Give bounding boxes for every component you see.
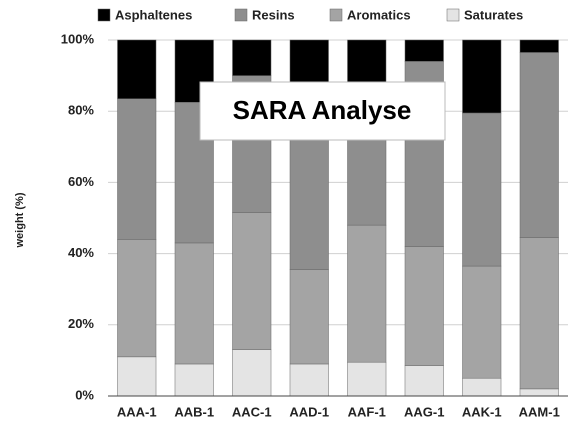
- legend-label: Aromatics: [347, 7, 411, 22]
- legend-label: Resins: [252, 7, 295, 22]
- bar-segment: [289, 269, 329, 365]
- y-tick-label: 60%: [68, 174, 94, 189]
- y-tick-label: 20%: [68, 316, 94, 331]
- legend-label: Asphaltenes: [115, 7, 192, 22]
- bar-segment: [519, 52, 559, 238]
- bar-segment: [462, 112, 502, 267]
- bar-segment: [117, 356, 157, 397]
- chart-title: SARA Analyse: [233, 95, 412, 125]
- y-tick-label: 100%: [61, 31, 95, 46]
- bar-segment: [404, 365, 444, 397]
- legend-swatch: [329, 8, 343, 22]
- bar-segment: [519, 39, 559, 53]
- legend-label: Saturates: [464, 7, 523, 22]
- legend-swatch: [234, 8, 248, 22]
- x-tick-label: AAK-1: [462, 404, 502, 419]
- bar-segment: [519, 237, 559, 390]
- bar-segment: [462, 39, 502, 114]
- bar-segment: [232, 349, 272, 397]
- bar-segment: [174, 242, 214, 365]
- x-tick-label: AAC-1: [232, 404, 272, 419]
- bar-segment: [519, 388, 559, 397]
- title-box: [199, 81, 446, 141]
- bar-segment: [232, 212, 272, 350]
- bar-segment: [117, 39, 157, 99]
- x-tick-label: AAB-1: [174, 404, 214, 419]
- bar-segment: [117, 239, 157, 358]
- y-axis-label: weight (%): [14, 192, 26, 248]
- legend-swatch: [446, 8, 460, 22]
- x-tick-label: AAM-1: [519, 404, 560, 419]
- legend-swatch: [97, 8, 111, 22]
- bar-segment: [117, 98, 157, 240]
- x-tick-label: AAG-1: [404, 404, 444, 419]
- x-tick-label: AAD-1: [289, 404, 329, 419]
- bar-segment: [289, 363, 329, 397]
- bar-segment: [404, 39, 444, 62]
- y-tick-label: 40%: [68, 245, 94, 260]
- plot-area: 0% 20% 40% 60% 80% 100% AAA-1 AAB-1 AAC-1 AAD-1 AA…: [61, 31, 568, 419]
- bar-segment: [462, 265, 502, 379]
- x-tick-label: AAF-1: [348, 404, 386, 419]
- y-tick-label: 0%: [75, 387, 94, 402]
- bar-segment: [347, 361, 387, 397]
- bar-segment: [232, 39, 272, 76]
- bar-segment: [404, 246, 444, 366]
- bar-segment: [174, 363, 214, 397]
- bar-segment: [347, 224, 387, 363]
- bar-segment: [462, 377, 502, 397]
- y-tick-label: 80%: [68, 103, 94, 118]
- x-tick-label: AAA-1: [117, 404, 157, 419]
